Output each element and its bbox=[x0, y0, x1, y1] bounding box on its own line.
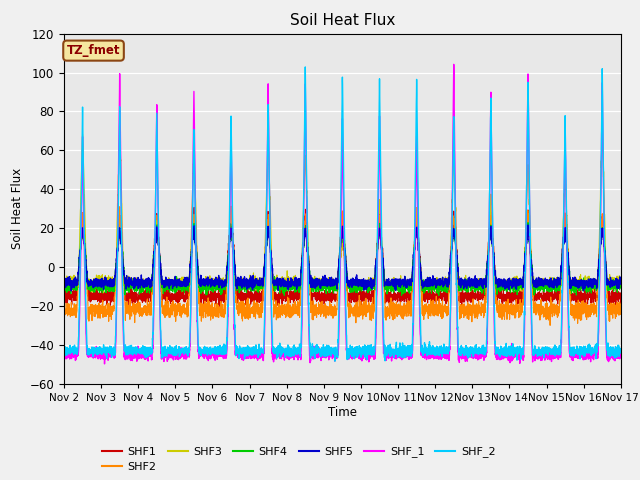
SHF3 bbox=[234, 280, 241, 286]
SHF2 bbox=[617, 305, 625, 311]
SHF_1 bbox=[234, 349, 241, 355]
SHF_1 bbox=[95, 354, 103, 360]
SHF2 bbox=[547, 323, 554, 328]
Legend: SHF1, SHF2, SHF3, SHF4, SHF5, SHF_1, SHF_2: SHF1, SHF2, SHF3, SHF4, SHF5, SHF_1, SHF… bbox=[97, 442, 500, 477]
SHF4 bbox=[490, 255, 498, 261]
SHF1 bbox=[126, 292, 134, 298]
SHF_1 bbox=[127, 357, 134, 362]
SHF_2 bbox=[60, 350, 68, 356]
SHF2 bbox=[490, 260, 498, 266]
Line: SHF_1: SHF_1 bbox=[64, 64, 621, 364]
SHF4 bbox=[233, 282, 241, 288]
SHF2 bbox=[116, 204, 124, 210]
SHF4 bbox=[617, 281, 625, 287]
SHF4 bbox=[435, 293, 443, 299]
SHF4 bbox=[524, 220, 532, 226]
SHF2 bbox=[60, 302, 68, 308]
SHF_2 bbox=[127, 346, 135, 351]
SHF3 bbox=[127, 284, 135, 289]
SHF1 bbox=[445, 290, 452, 296]
SHF2 bbox=[95, 308, 103, 314]
Line: SHF3: SHF3 bbox=[64, 130, 621, 293]
SHF1 bbox=[234, 296, 241, 301]
SHF_2 bbox=[490, 303, 498, 309]
SHF1 bbox=[490, 261, 498, 266]
SHF4 bbox=[127, 284, 135, 289]
X-axis label: Time: Time bbox=[328, 406, 357, 419]
SHF5 bbox=[524, 222, 532, 228]
SHF_2 bbox=[617, 348, 625, 353]
SHF5 bbox=[234, 278, 241, 284]
SHF5 bbox=[127, 279, 134, 285]
Line: SHF2: SHF2 bbox=[64, 207, 621, 325]
SHF5 bbox=[127, 276, 135, 282]
SHF5 bbox=[60, 277, 68, 283]
SHF3 bbox=[95, 273, 103, 278]
SHF3 bbox=[60, 280, 68, 286]
SHF3 bbox=[598, 127, 606, 132]
SHF3 bbox=[99, 290, 107, 296]
SHF2 bbox=[445, 290, 452, 296]
Title: Soil Heat Flux: Soil Heat Flux bbox=[290, 13, 395, 28]
SHF2 bbox=[127, 308, 134, 314]
Line: SHF5: SHF5 bbox=[64, 225, 621, 291]
SHF_1 bbox=[490, 325, 498, 331]
SHF5 bbox=[445, 275, 452, 280]
SHF1 bbox=[190, 204, 198, 210]
SHF_2 bbox=[301, 64, 309, 70]
SHF_1 bbox=[60, 351, 68, 357]
SHF2 bbox=[234, 307, 241, 312]
SHF4 bbox=[95, 283, 103, 289]
SHF3 bbox=[617, 281, 625, 287]
SHF1 bbox=[95, 290, 103, 296]
SHF5 bbox=[490, 254, 498, 260]
SHF_1 bbox=[450, 61, 458, 67]
Text: TZ_fmet: TZ_fmet bbox=[67, 44, 120, 57]
SHF_2 bbox=[95, 350, 103, 356]
SHF_2 bbox=[233, 347, 241, 353]
SHF1 bbox=[458, 306, 466, 312]
SHF3 bbox=[490, 264, 498, 269]
SHF2 bbox=[127, 308, 135, 314]
SHF_2 bbox=[331, 358, 339, 364]
SHF4 bbox=[60, 283, 68, 289]
Line: SHF_2: SHF_2 bbox=[64, 67, 621, 361]
SHF5 bbox=[95, 280, 103, 286]
SHF3 bbox=[445, 281, 452, 287]
SHF_1 bbox=[445, 352, 452, 358]
Line: SHF1: SHF1 bbox=[64, 207, 621, 309]
Y-axis label: Soil Heat Flux: Soil Heat Flux bbox=[11, 168, 24, 250]
SHF1 bbox=[617, 295, 625, 301]
Line: SHF4: SHF4 bbox=[64, 223, 621, 296]
SHF_2 bbox=[126, 343, 134, 348]
SHF3 bbox=[127, 283, 134, 289]
SHF_1 bbox=[100, 361, 108, 367]
SHF_1 bbox=[617, 354, 625, 360]
SHF_2 bbox=[445, 348, 453, 354]
SHF1 bbox=[60, 290, 68, 296]
SHF5 bbox=[67, 288, 75, 294]
SHF_1 bbox=[127, 348, 135, 353]
SHF1 bbox=[127, 297, 135, 303]
SHF4 bbox=[126, 285, 134, 290]
SHF5 bbox=[617, 281, 625, 287]
SHF4 bbox=[445, 282, 452, 288]
